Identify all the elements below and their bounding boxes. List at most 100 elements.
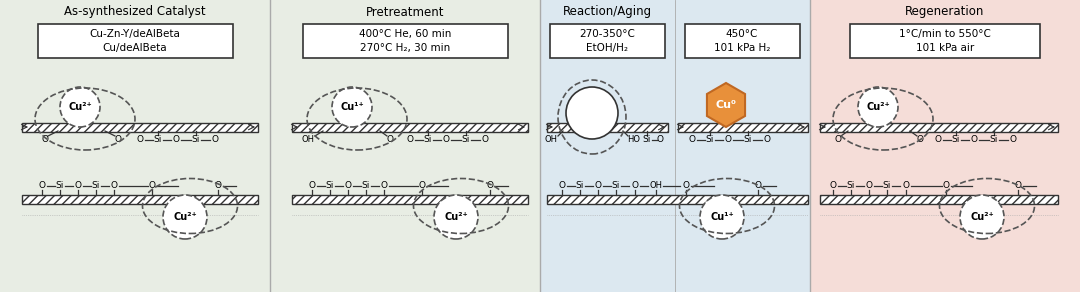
- Circle shape: [700, 195, 744, 239]
- Text: O: O: [1014, 182, 1022, 190]
- Circle shape: [163, 195, 207, 239]
- Text: Regeneration: Regeneration: [905, 6, 985, 18]
- Text: Cu²⁺: Cu²⁺: [866, 102, 890, 112]
- Text: 450°C
101 kPa H₂: 450°C 101 kPa H₂: [714, 29, 770, 53]
- Text: O: O: [943, 182, 949, 190]
- Text: Si: Si: [462, 135, 470, 145]
- Text: OH: OH: [544, 135, 557, 145]
- Circle shape: [332, 87, 372, 127]
- Text: Cu²⁺: Cu²⁺: [173, 212, 197, 222]
- Text: O: O: [345, 182, 351, 190]
- Text: 270-350°C
EtOH/H₂: 270-350°C EtOH/H₂: [579, 29, 635, 53]
- Text: HO: HO: [627, 135, 640, 145]
- Text: As-synthesized Catalyst: As-synthesized Catalyst: [64, 6, 206, 18]
- Circle shape: [960, 195, 1004, 239]
- Text: O: O: [406, 135, 414, 145]
- Bar: [850, 24, 1040, 58]
- Text: Cu⁰: Cu⁰: [715, 100, 737, 110]
- Text: O: O: [1010, 135, 1016, 145]
- Text: O: O: [443, 135, 449, 145]
- Text: Si: Si: [643, 135, 651, 145]
- Text: O: O: [110, 182, 118, 190]
- Text: O: O: [835, 135, 841, 143]
- Text: Si: Si: [744, 135, 752, 145]
- Text: O: O: [486, 182, 494, 190]
- Text: O: O: [829, 182, 837, 190]
- Bar: [678, 123, 808, 131]
- Text: Cu¹⁺: Cu¹⁺: [340, 102, 364, 112]
- Text: O: O: [632, 182, 638, 190]
- Bar: [546, 194, 808, 204]
- Text: O: O: [149, 182, 156, 190]
- Text: Reaction/Aging: Reaction/Aging: [563, 6, 651, 18]
- Text: O: O: [215, 182, 221, 190]
- Text: O: O: [380, 182, 388, 190]
- Text: O: O: [114, 135, 121, 143]
- Text: O: O: [725, 135, 731, 145]
- Text: Si: Si: [847, 182, 855, 190]
- Text: OH: OH: [649, 182, 662, 190]
- Text: O: O: [917, 135, 923, 143]
- Text: Si: Si: [326, 182, 334, 190]
- Text: 1°C/min to 550°C
101 kPa air: 1°C/min to 550°C 101 kPa air: [899, 29, 991, 53]
- Text: 400°C He, 60 min
270°C H₂, 30 min: 400°C He, 60 min 270°C H₂, 30 min: [359, 29, 451, 53]
- Bar: [820, 194, 1058, 204]
- Text: Si: Si: [951, 135, 960, 145]
- Bar: [22, 194, 258, 204]
- Bar: [685, 24, 799, 58]
- Text: Si: Si: [56, 182, 64, 190]
- Text: Si: Si: [192, 135, 200, 145]
- Text: O: O: [755, 182, 761, 190]
- Bar: [22, 123, 258, 131]
- Text: O: O: [865, 182, 873, 190]
- Polygon shape: [707, 83, 745, 127]
- Text: Cu¹⁺: Cu¹⁺: [711, 212, 734, 222]
- Text: O: O: [594, 182, 602, 190]
- Text: Cu-Zn-Y/deAlBeta
Cu/deAlBeta: Cu-Zn-Y/deAlBeta Cu/deAlBeta: [90, 29, 180, 53]
- Text: O: O: [212, 135, 218, 145]
- Bar: [292, 194, 528, 204]
- Text: O: O: [482, 135, 488, 145]
- Text: O: O: [75, 182, 81, 190]
- Text: Si: Si: [423, 135, 432, 145]
- Text: Cu²⁺: Cu²⁺: [68, 102, 92, 112]
- Text: O: O: [764, 135, 770, 145]
- Bar: [550, 24, 664, 58]
- Text: O: O: [173, 135, 179, 145]
- Bar: [0, 0, 270, 292]
- Text: Si: Si: [92, 182, 100, 190]
- Text: O: O: [41, 135, 49, 143]
- Text: O: O: [39, 182, 45, 190]
- Text: Pretreatment: Pretreatment: [366, 6, 444, 18]
- Text: Si: Si: [576, 182, 584, 190]
- Text: O: O: [558, 182, 566, 190]
- Circle shape: [60, 87, 100, 127]
- Bar: [810, 0, 1080, 292]
- Bar: [540, 0, 810, 292]
- Bar: [302, 24, 508, 58]
- Text: O: O: [419, 182, 426, 190]
- Text: Si: Si: [153, 135, 162, 145]
- Bar: [546, 123, 669, 131]
- Text: O: O: [387, 135, 393, 143]
- Bar: [820, 123, 1058, 131]
- Text: O: O: [971, 135, 977, 145]
- Text: O: O: [136, 135, 144, 145]
- Text: O: O: [689, 135, 696, 145]
- Bar: [38, 24, 232, 58]
- Circle shape: [566, 87, 618, 139]
- Text: Si: Si: [362, 182, 370, 190]
- Text: OH: OH: [301, 135, 314, 145]
- Text: Si: Si: [882, 182, 891, 190]
- Text: O: O: [683, 182, 689, 190]
- Text: Cu²⁺: Cu²⁺: [970, 212, 994, 222]
- Text: Cu²⁺: Cu²⁺: [444, 212, 468, 222]
- Circle shape: [858, 87, 897, 127]
- Text: O: O: [657, 135, 663, 145]
- Circle shape: [434, 195, 478, 239]
- Bar: [270, 0, 540, 292]
- Text: O: O: [903, 182, 909, 190]
- Text: Si: Si: [989, 135, 998, 145]
- Text: Si: Si: [706, 135, 714, 145]
- Text: O: O: [309, 182, 315, 190]
